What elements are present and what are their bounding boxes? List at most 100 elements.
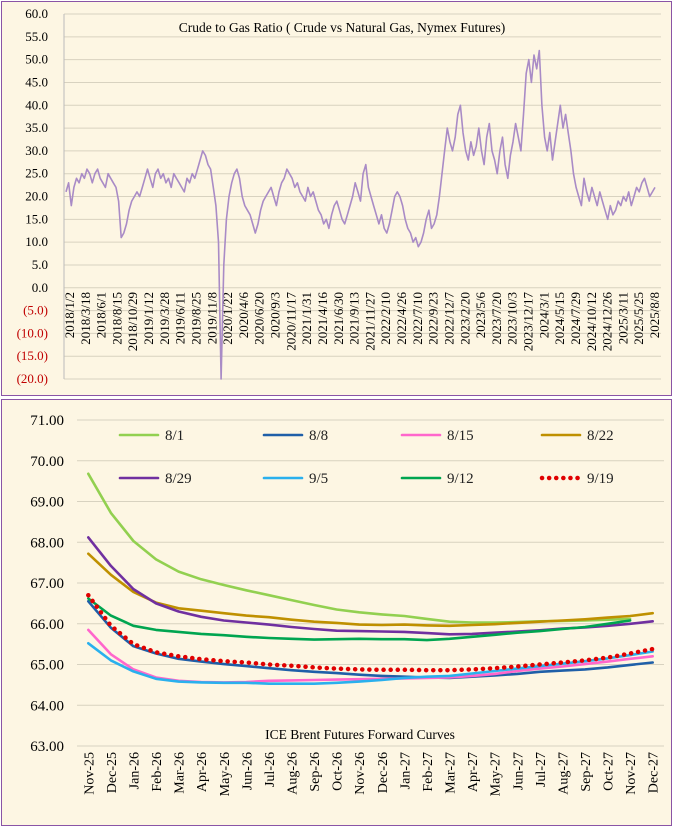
y-tick-label: 35.0	[25, 120, 48, 135]
y-tick-label: 71.00	[30, 413, 64, 429]
x-tick-label: Mar-26	[173, 752, 188, 794]
legend-label: 8/15	[447, 428, 474, 444]
x-tick-label: May-26	[218, 752, 233, 796]
y-tick-label: 30.0	[25, 143, 48, 158]
x-tick-label: 2018/8/15	[109, 292, 124, 345]
x-tick-label: Apr-27	[466, 752, 481, 792]
legend-label: 9/12	[447, 471, 474, 487]
y-tick-label: (5.0)	[23, 303, 48, 318]
brent-forward-curves-chart: 71.00 70.00 69.00 68.00 67.00 66.00 65.00 64.00…	[1, 399, 672, 826]
legend-label: 8/29	[165, 471, 192, 487]
x-tick-label: Dec-27	[647, 752, 662, 793]
x-tick-label: Feb-26	[150, 752, 165, 792]
legend-label: 8/1	[165, 428, 184, 444]
x-tick-label: Apr-26	[195, 752, 210, 792]
x-tick-label: Jun-26	[240, 752, 255, 790]
x-tick-label: 2020/9/3	[268, 292, 283, 338]
chart-title: ICE Brent Futures Forward Curves	[265, 727, 455, 742]
x-tick-label: 2022/4/26	[394, 292, 409, 345]
x-tick-label: 2022/12/7	[441, 292, 456, 345]
y-tick-label: 15.0	[25, 211, 48, 226]
x-tick-label: 2022/2/10	[378, 292, 393, 345]
x-tick-label: Jan-26	[127, 752, 142, 789]
y-tick-label: 45.0	[25, 74, 48, 89]
legend-label: 9/19	[587, 471, 614, 487]
x-tick-label: 2023/7/20	[489, 292, 504, 345]
series-line-8-8	[87, 600, 654, 680]
y-tick-label: 40.0	[25, 97, 48, 112]
crude-to-gas-ratio-plot: 60.0 55.0 50.0 45.0 40.0 35.0 30.0 25.0 20.0 15.0…	[17, 6, 662, 386]
y-tick-label: (20.0)	[17, 371, 48, 386]
x-tick-label: 2025/8/8	[647, 292, 662, 338]
y-tick-label: (15.0)	[17, 348, 48, 363]
y-tick-label: 5.0	[32, 257, 48, 272]
y-tick-label: 67.00	[30, 576, 64, 592]
x-tick-label: 2020/11/17	[283, 292, 298, 351]
x-tick-label: 2019/11/8	[204, 292, 219, 344]
x-tick-label: 2020/6/20	[252, 292, 267, 345]
series-line-9-5	[87, 642, 654, 685]
y-tick-label: 0.0	[32, 280, 48, 295]
x-tick-label: 2019/1/12	[141, 292, 156, 345]
x-tick-label: Oct-26	[331, 752, 346, 791]
series-line-9-12	[87, 597, 632, 642]
y-tick-label: 20.0	[25, 189, 48, 204]
x-tick-label: 2023/10/3	[505, 292, 520, 345]
x-tick-label: 2022/7/10	[410, 292, 425, 345]
x-tick-label: 2023/5/6	[473, 292, 488, 339]
x-tick-label: 2021/6/30	[331, 292, 346, 345]
x-tick-label: Sep-26	[308, 752, 323, 792]
y-tick-label: 70.00	[30, 454, 64, 470]
x-tick-label: Dec-26	[376, 752, 391, 793]
x-tick-label: 2021/4/16	[315, 292, 330, 345]
x-tick-label: Nov-26	[353, 752, 368, 795]
y-tick-label: 69.00	[30, 495, 64, 511]
x-tick-label: 2018/1/2	[62, 292, 77, 338]
y-tick-label: 10.0	[25, 234, 48, 249]
x-tick-label: 2018/3/18	[78, 292, 93, 345]
ratio-series-line	[65, 49, 656, 380]
y-tick-label: 50.0	[25, 52, 48, 67]
legend-label: 9/5	[309, 471, 328, 487]
x-tick-label: 2023/12/17	[521, 292, 536, 352]
x-tick-label: Aug-27	[556, 752, 571, 795]
x-tick-label: Mar-27	[444, 752, 459, 794]
x-tick-label: 2021/11/27	[362, 292, 377, 351]
x-tick-label: Oct-27	[602, 752, 617, 791]
x-tick-label: 2019/8/25	[188, 292, 203, 345]
x-tick-label: 2019/6/11	[173, 292, 188, 344]
y-tick-label: 55.0	[25, 29, 48, 44]
series-line-8-1	[87, 472, 632, 624]
x-tick-label: 2020/4/6	[236, 292, 251, 339]
x-tick-label: Jul-26	[263, 752, 278, 787]
x-tick-label: 2024/5/15	[552, 292, 567, 345]
x-tick-label: 2019/3/28	[157, 292, 172, 345]
x-tick-label: Jan-27	[398, 752, 413, 789]
x-tick-label: 2024/12/26	[600, 292, 615, 352]
x-tick-label: Jul-27	[534, 752, 549, 787]
x-tick-label: 2024/10/12	[584, 292, 599, 351]
series-line-9-19	[86, 592, 655, 673]
y-tick-label: 60.0	[25, 6, 48, 21]
x-tick-label: Sep-27	[579, 752, 594, 792]
x-tick-label: Nov-25	[82, 752, 97, 795]
x-tick-label: May-27	[489, 752, 504, 796]
y-tick-label: 64.00	[30, 698, 64, 714]
y-tick-label: 63.00	[30, 739, 64, 755]
y-tick-label: 66.00	[30, 617, 64, 633]
x-tick-label: 2018/10/29	[125, 292, 140, 351]
x-tick-label: 2018/6/1	[94, 292, 109, 338]
x-tick-label: 2023/2/20	[457, 292, 472, 345]
x-tick-label: 2025/5/25	[631, 292, 646, 345]
y-tick-label: (10.0)	[17, 325, 48, 340]
x-tick-label: 2024/3/1	[536, 292, 551, 338]
x-tick-label: Aug-26	[285, 752, 300, 795]
x-tick-label: Feb-27	[421, 752, 436, 792]
chart-title: Crude to Gas Ratio ( Crude vs Natural Ga…	[179, 20, 506, 35]
x-tick-label: 2020/1/22	[220, 292, 235, 345]
x-tick-label: Nov-27	[624, 752, 639, 795]
crude-to-gas-ratio-chart: 60.0 55.0 50.0 45.0 40.0 35.0 30.0 25.0 20.0 15.0…	[1, 1, 672, 396]
x-tick-label: Dec-25	[105, 752, 120, 793]
x-tick-label: 2022/9/23	[426, 292, 441, 345]
